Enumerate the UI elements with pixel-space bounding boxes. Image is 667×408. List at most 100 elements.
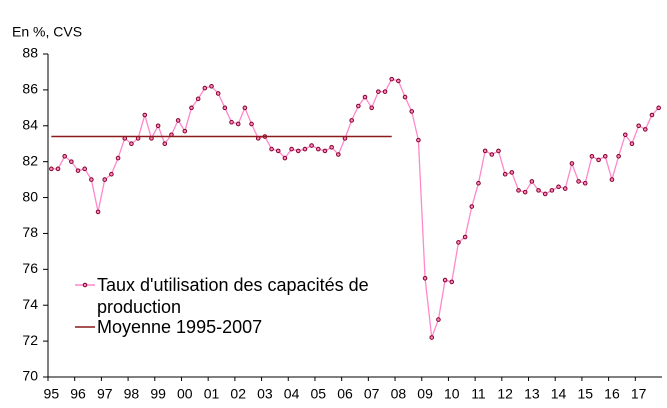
data-point	[155, 123, 161, 129]
data-point	[376, 89, 381, 94]
x-tick-label: 05	[311, 386, 327, 402]
data-point	[115, 155, 121, 161]
data-point	[175, 118, 181, 123]
data-point	[282, 155, 288, 161]
data-point	[616, 153, 621, 159]
x-tick-label: 08	[391, 386, 407, 402]
x-tick-label: 01	[204, 386, 220, 402]
legend-label: Moyenne 1995-2007	[97, 317, 263, 337]
data-point	[329, 145, 334, 150]
data-point	[629, 141, 635, 147]
x-tick-label: 12	[497, 386, 513, 402]
data-point	[562, 186, 568, 191]
data-point	[402, 94, 408, 100]
data-point	[62, 153, 67, 159]
data-point	[215, 91, 221, 96]
data-point	[576, 179, 581, 184]
x-tick-label: 04	[284, 386, 300, 402]
y-tick-label: 78	[22, 224, 38, 240]
data-point	[362, 94, 368, 100]
data-point	[422, 276, 428, 281]
data-point	[489, 152, 495, 157]
x-tick-label: 15	[577, 386, 593, 402]
data-point	[129, 141, 134, 147]
data-point	[449, 279, 455, 285]
x-tick-label: 17	[631, 386, 647, 402]
data-point	[636, 123, 641, 129]
data-point	[589, 153, 595, 159]
data-point	[369, 105, 374, 111]
x-tick-label: 14	[551, 386, 567, 402]
data-point	[622, 132, 628, 138]
data-point	[416, 137, 421, 143]
x-tick-label: 97	[97, 386, 113, 402]
data-point	[396, 78, 401, 84]
data-point	[295, 148, 301, 154]
data-point	[649, 112, 655, 118]
data-point	[75, 168, 81, 173]
data-point	[182, 128, 188, 134]
y-tick-label: 86	[22, 81, 38, 97]
data-point	[609, 177, 615, 182]
x-tick-label: 95	[44, 386, 60, 402]
data-point	[82, 166, 88, 172]
y-tick-label: 72	[22, 332, 38, 348]
data-point	[656, 105, 661, 111]
data-point	[502, 171, 508, 177]
y-tick-label: 70	[22, 368, 38, 384]
data-point	[49, 166, 54, 172]
data-point	[476, 180, 481, 186]
legend-marker	[82, 282, 88, 288]
data-point	[302, 146, 308, 152]
y-tick-label: 82	[22, 152, 38, 168]
x-tick-label: 13	[524, 386, 540, 402]
data-point	[275, 148, 281, 154]
data-point	[69, 159, 74, 164]
x-tick-label: 96	[70, 386, 86, 402]
data-point	[516, 188, 521, 193]
data-point	[556, 184, 561, 190]
data-point	[336, 152, 341, 157]
data-point	[222, 105, 228, 111]
data-point	[456, 240, 461, 245]
data-point	[496, 148, 501, 154]
data-point	[202, 85, 208, 91]
x-tick-label: 10	[444, 386, 460, 402]
data-point	[55, 166, 61, 172]
x-tick-label: 00	[177, 386, 193, 402]
data-point	[542, 191, 548, 197]
x-tick-label: 11	[471, 386, 486, 402]
data-point	[596, 157, 601, 163]
data-point	[242, 105, 248, 111]
data-point	[643, 127, 648, 132]
x-tick-label: 98	[124, 386, 140, 402]
data-point	[469, 204, 475, 209]
data-point	[409, 109, 415, 114]
data-point	[349, 118, 354, 123]
data-point	[429, 335, 435, 340]
data-point	[235, 121, 241, 127]
data-point	[102, 177, 108, 182]
data-point	[356, 103, 361, 109]
x-tick-label: 07	[364, 386, 380, 402]
data-point	[529, 179, 535, 184]
data-point	[549, 188, 555, 193]
data-point	[322, 148, 328, 154]
data-point	[89, 177, 94, 182]
data-point	[462, 234, 468, 240]
data-point	[195, 96, 201, 102]
x-tick-label: 99	[150, 386, 166, 402]
y-axis-label: En %, CVS	[12, 24, 82, 40]
y-tick-label: 74	[22, 296, 38, 312]
data-point	[569, 161, 575, 166]
data-point	[309, 143, 314, 148]
data-point	[209, 84, 214, 89]
data-point	[249, 121, 254, 127]
y-tick-label: 84	[22, 116, 38, 132]
x-tick-label: 06	[337, 386, 353, 402]
data-point	[389, 76, 395, 82]
data-point	[315, 146, 321, 152]
data-point	[442, 277, 448, 283]
